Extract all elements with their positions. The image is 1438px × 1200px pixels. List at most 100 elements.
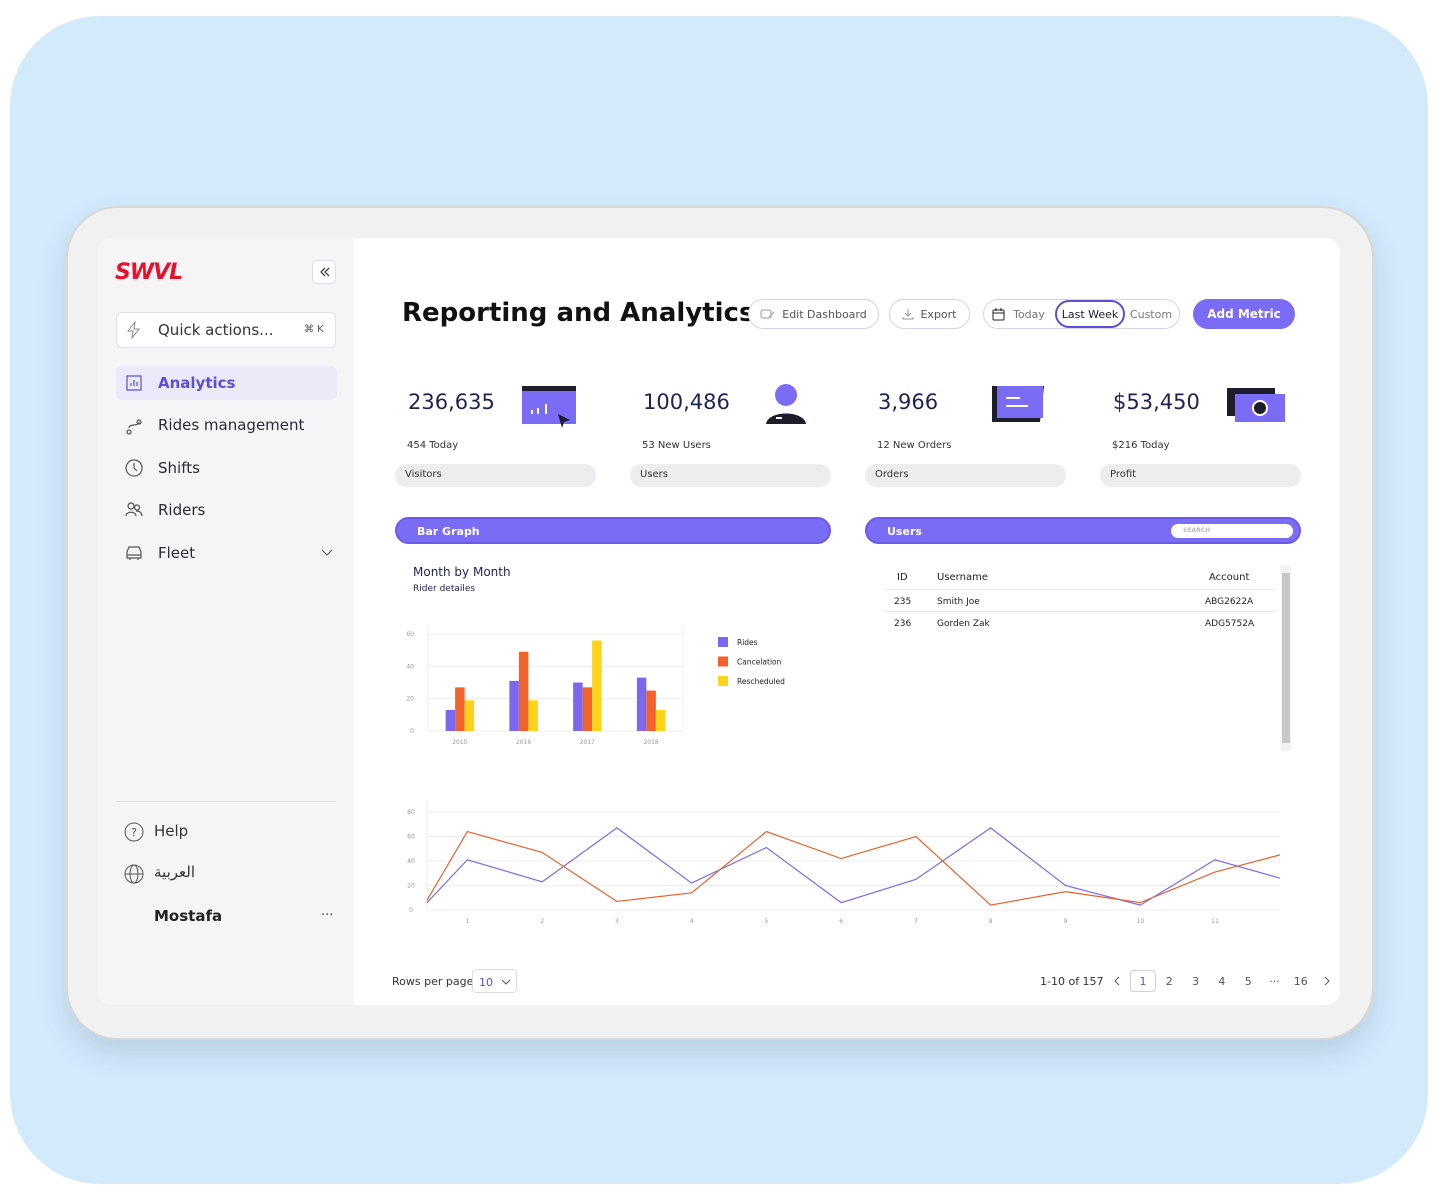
chevron	[321, 549, 333, 556]
bolt-icon	[126, 321, 141, 339]
bar-chart-subtitle: Rider detailes	[413, 584, 476, 594]
metric-sub: 12 New Orders	[877, 440, 952, 451]
metric-label: Visitors	[405, 469, 442, 480]
help-link[interactable]: Help	[154, 822, 189, 840]
x-tick-label: 11	[1211, 918, 1219, 925]
search-input[interactable]: SEARCH	[1171, 524, 1293, 538]
bar	[655, 709, 666, 731]
sidebar	[98, 238, 354, 1005]
cell: ADG5752A	[1205, 619, 1255, 629]
x-tick-label: 2	[540, 918, 544, 925]
bar	[528, 700, 538, 731]
y-tick-label: 20	[406, 696, 414, 703]
y-tick-label: 0	[409, 907, 413, 914]
bar	[445, 709, 456, 731]
nav-item[interactable]: Rides management	[116, 408, 337, 442]
page-button[interactable]: 4	[1218, 974, 1226, 988]
add-metric-label: Add Metric	[1207, 307, 1281, 321]
cell: ABG2622A	[1205, 597, 1254, 607]
x-tick-label: 1	[465, 918, 469, 925]
x-tick-label: 7	[914, 918, 918, 925]
export-label: Export	[920, 307, 957, 321]
edit-dashboard-button[interactable]: Edit Dashboard	[748, 299, 879, 329]
x-tick-label: 5	[764, 918, 768, 925]
metric-label: Orders	[875, 469, 909, 480]
add-metric-button[interactable]: Add Metric	[1193, 299, 1295, 329]
bar	[464, 700, 475, 731]
y-tick-label: 80	[407, 809, 415, 816]
help-icon: ?	[124, 822, 144, 842]
nav-item[interactable]: Fleet	[116, 536, 337, 570]
shortcut: ⌘ K	[304, 324, 324, 335]
user-menu[interactable]: ···	[321, 908, 334, 923]
metric-sub: 53 New Users	[642, 440, 711, 451]
search-placeholder: SEARCH	[1183, 527, 1211, 534]
collapse-icon	[320, 267, 330, 277]
nav-label: Analytics	[158, 374, 236, 392]
next-page[interactable]	[1322, 976, 1332, 986]
bar	[582, 687, 593, 731]
page-button[interactable]: 3	[1192, 974, 1200, 988]
svg-text:?: ?	[131, 826, 137, 839]
edit-icon	[760, 309, 775, 319]
scrollbar-thumb[interactable]	[1282, 573, 1290, 743]
users-icon	[766, 384, 806, 424]
y-tick-label: 20	[407, 883, 415, 890]
x-tick-label: 2017	[580, 739, 595, 746]
page-button[interactable]: ···	[1269, 974, 1280, 988]
language-link[interactable]: العربية	[154, 863, 195, 881]
legend-label: Cancelation	[737, 658, 782, 667]
page-button[interactable]: 5	[1244, 974, 1252, 988]
metric-label-pill: Visitors	[395, 464, 596, 487]
metric-sub: $216 Today	[1112, 440, 1170, 451]
scrollbar-track	[1281, 565, 1291, 751]
page-button[interactable]: 16	[1293, 974, 1308, 988]
export-icon	[902, 309, 914, 320]
export-button[interactable]: Export	[889, 299, 970, 329]
quick-actions[interactable]: Quick actions... ⌘ K	[116, 312, 336, 348]
chevron	[501, 979, 511, 985]
rows-select[interactable]: 10	[472, 969, 517, 993]
metric-value: $53,450	[1113, 390, 1200, 414]
globe-icon	[124, 864, 144, 884]
profit-icon	[1227, 388, 1285, 422]
nav-icon	[126, 375, 142, 391]
x-tick-label: 9	[1064, 918, 1068, 925]
metric-label: Profit	[1110, 469, 1137, 480]
bar-panel-header: Bar Graph	[395, 517, 831, 544]
edit-dashboard-label: Edit Dashboard	[782, 307, 867, 321]
page-button[interactable]: 1	[1130, 970, 1156, 992]
nav-item[interactable]: Shifts	[116, 451, 337, 485]
x-tick-label: 2016	[516, 739, 531, 746]
cell: Smith Joe	[937, 597, 980, 607]
x-tick-label: 4	[690, 918, 694, 925]
range-option[interactable]: Custom	[1129, 307, 1173, 321]
bar	[573, 682, 583, 731]
nav-item[interactable]: Analytics	[116, 366, 337, 400]
x-tick-label: 8	[989, 918, 993, 925]
metric-value: 100,486	[643, 390, 730, 414]
collapse-button[interactable]	[312, 260, 336, 284]
calendar-icon	[992, 308, 1005, 321]
bar-chart-title: Month by Month	[413, 565, 511, 579]
column-header: ID	[897, 572, 908, 583]
prev-page[interactable]	[1112, 976, 1122, 986]
bar	[509, 680, 519, 731]
cell: Gorden Zak	[937, 619, 990, 629]
row-divider	[885, 589, 1275, 590]
user-name: Mostafa	[154, 907, 223, 925]
x-tick-label: 3	[615, 918, 619, 925]
range-label: 1-10 of 157	[1040, 975, 1104, 988]
range-option[interactable]: Today	[1013, 307, 1045, 321]
metric-value: 3,966	[878, 390, 939, 414]
legend-swatch	[718, 656, 728, 667]
x-tick-label: 10	[1136, 918, 1144, 925]
range-option[interactable]: Last Week	[1055, 300, 1125, 328]
nav-icon	[125, 502, 143, 517]
metric-label: Users	[640, 469, 669, 480]
metric-value: 236,635	[408, 390, 495, 414]
page-button[interactable]: 2	[1165, 974, 1173, 988]
nav-item[interactable]: Riders	[116, 493, 337, 527]
